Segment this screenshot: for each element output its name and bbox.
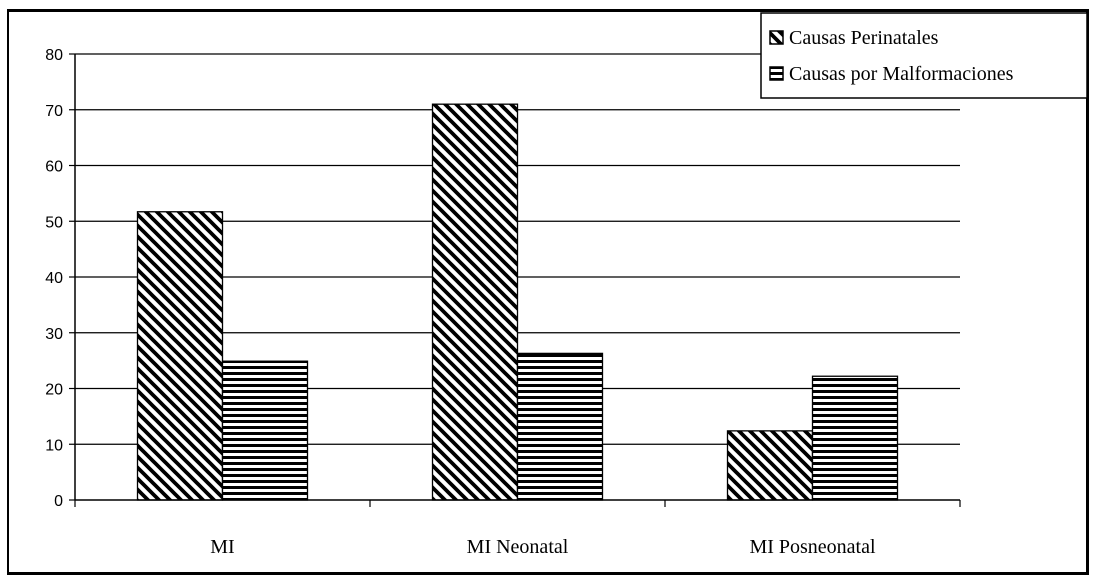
x-tick-label: MI Posneonatal — [749, 536, 876, 558]
legend-label: Causas Perinatales — [789, 27, 939, 49]
legend-item-perinatales: Causas Perinatales — [769, 27, 939, 49]
x-tick-label: MI — [210, 536, 234, 558]
y-tick-label: 20 — [45, 382, 63, 399]
y-tick-label: 10 — [45, 437, 63, 454]
legend-label: Causas por Malformaciones — [789, 63, 1014, 85]
axes — [69, 53, 961, 507]
bars — [136, 103, 899, 501]
y-tick-labels: 0 10 20 30 40 50 60 70 80 — [45, 47, 63, 510]
bar-diagonal — [431, 103, 519, 501]
bar-diagonal — [136, 211, 224, 501]
y-tick-label: 50 — [45, 214, 63, 231]
y-tick-label: 0 — [54, 493, 63, 510]
x-tick-label: MI Neonatal — [467, 536, 569, 558]
legend-swatch-diagonal — [769, 30, 784, 45]
bar-horizontal — [811, 375, 899, 501]
legend-swatch-horizontal — [769, 66, 784, 81]
y-tick-label: 30 — [45, 326, 63, 343]
legend-item-malformaciones: Causas por Malformaciones — [769, 63, 1014, 85]
bar-horizontal — [516, 352, 604, 501]
bar-horizontal — [221, 360, 309, 501]
legend-box — [760, 12, 1088, 99]
legend: Causas Perinatales Causas por Malformaci… — [760, 12, 1088, 99]
x-tick-labels: MI MI Neonatal MI Posneonatal — [210, 536, 876, 558]
y-tick-label: 40 — [45, 270, 63, 287]
y-tick-label: 80 — [45, 47, 63, 64]
y-tick-label: 70 — [45, 103, 63, 120]
y-tick-label: 60 — [45, 159, 63, 176]
bar-diagonal — [726, 430, 814, 501]
